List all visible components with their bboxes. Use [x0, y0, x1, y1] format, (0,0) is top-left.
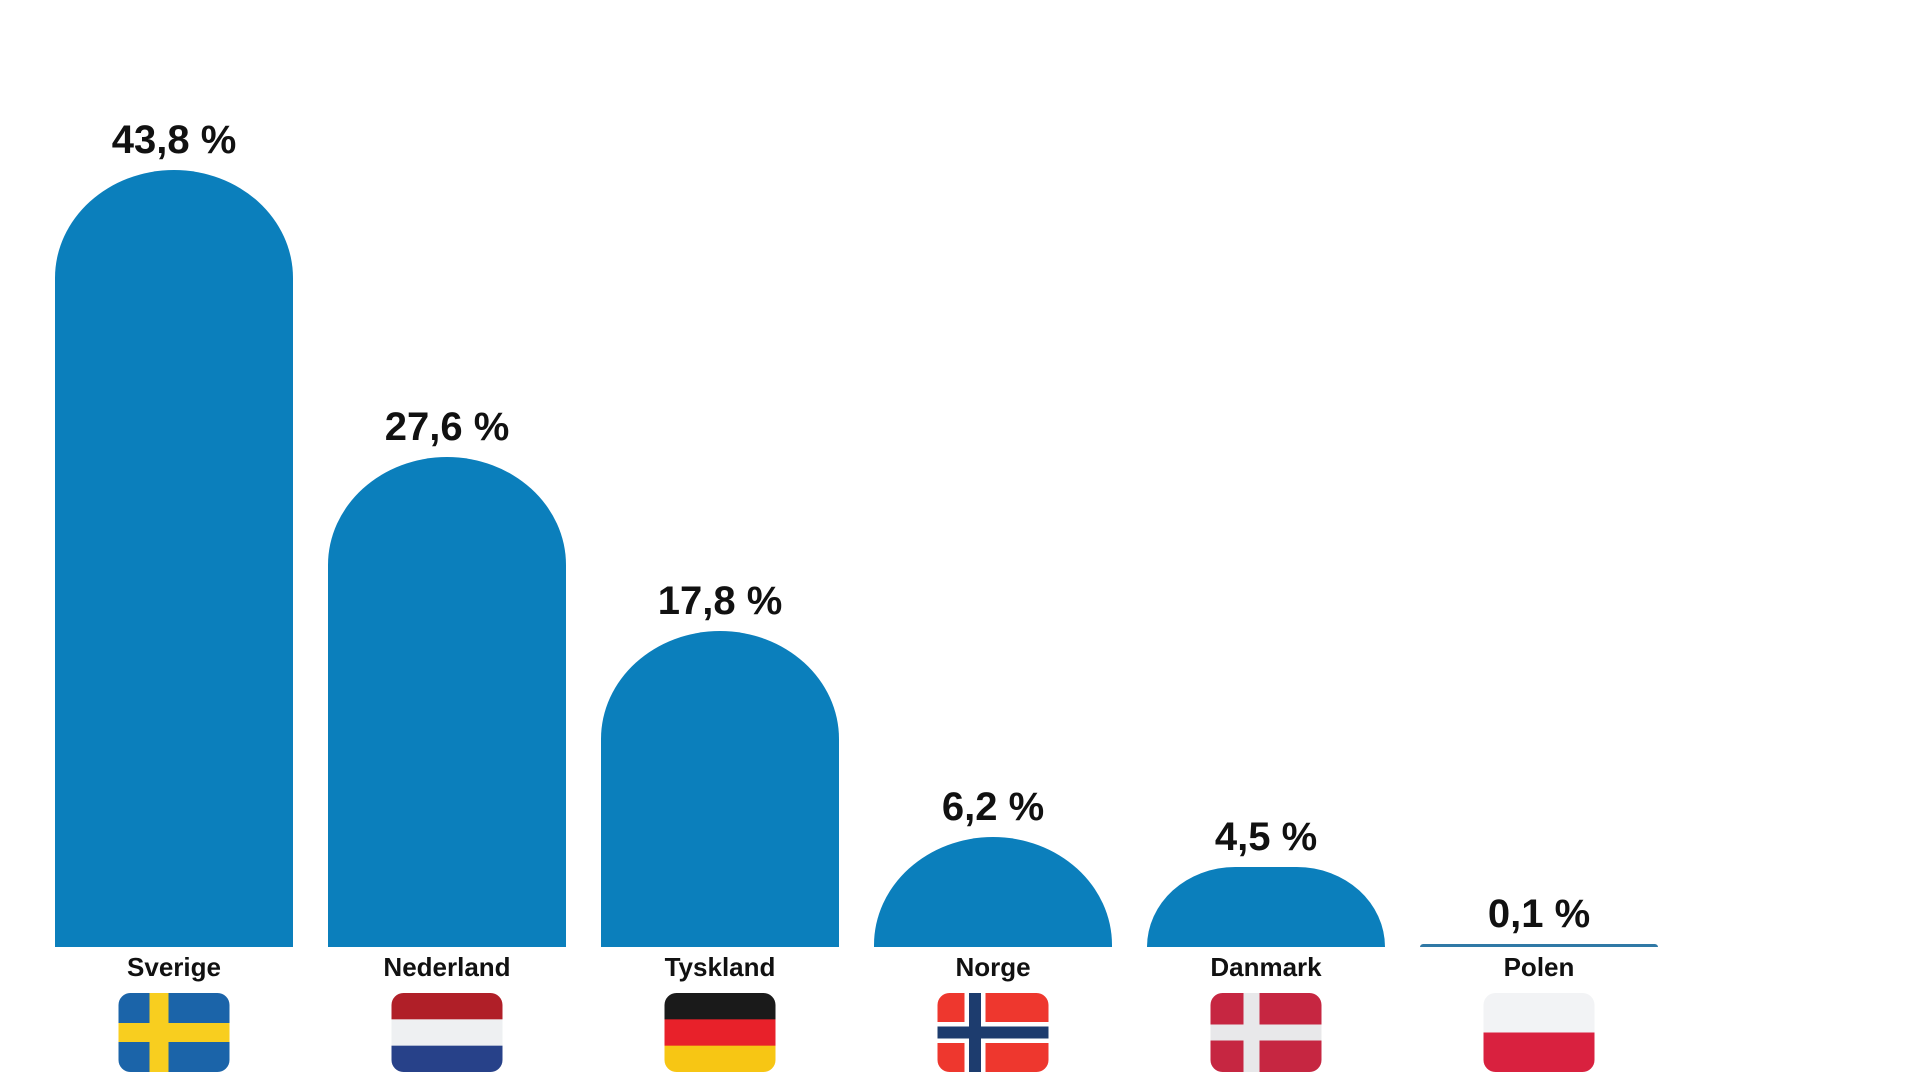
flag-denmark-icon [1210, 993, 1322, 1072]
bar-danmark [1147, 867, 1385, 947]
country-label-sverige: Sverige [127, 952, 221, 982]
value-label-sverige: 43,8 % [111, 118, 237, 162]
bar-tyskland [601, 631, 839, 947]
value-label-polen: 0,1 % [1487, 892, 1591, 936]
bar-nederland [328, 457, 566, 947]
flag-norway-icon [937, 993, 1049, 1072]
flag-germany-icon [664, 993, 776, 1072]
value-label-norge: 6,2 % [941, 785, 1045, 829]
bar-group-tyskland: 17,8 % Tyskland [601, 0, 839, 1080]
bar-norge [874, 837, 1112, 947]
flag-sweden-icon [118, 993, 230, 1072]
bar-group-norge: 6,2 % Norge [874, 0, 1112, 1080]
country-label-tyskland: Tyskland [664, 952, 776, 982]
bar-group-danmark: 4,5 % Danmark [1147, 0, 1385, 1080]
value-label-danmark: 4,5 % [1214, 815, 1318, 859]
value-label-nederland: 27,6 % [384, 405, 510, 449]
bar-group-nederland: 27,6 % Nederland [328, 0, 566, 1080]
country-label-norge: Norge [955, 952, 1031, 982]
value-label-tyskland: 17,8 % [657, 579, 783, 623]
bar-group-polen: 0,1 % Polen [1420, 0, 1658, 1080]
bar-group-sverige: 43,8 % Sverige [55, 0, 293, 1080]
bar-sverige [55, 170, 293, 947]
flag-netherlands-icon [391, 993, 503, 1072]
country-label-polen: Polen [1503, 952, 1575, 982]
country-label-nederland: Nederland [383, 952, 511, 982]
bar-polen [1420, 944, 1658, 947]
country-label-danmark: Danmark [1210, 952, 1322, 982]
flag-poland-icon [1483, 993, 1595, 1072]
